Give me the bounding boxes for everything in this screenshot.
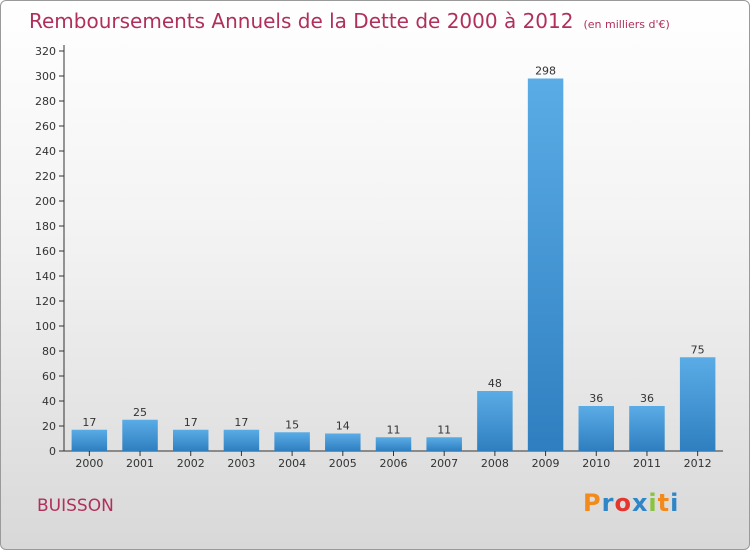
data-label: 11 <box>437 423 451 436</box>
x-tick-label: 2005 <box>329 457 357 470</box>
data-label: 15 <box>285 418 299 431</box>
x-tick-label: 2012 <box>684 457 712 470</box>
y-tick-label: 160 <box>35 245 56 258</box>
logo-letter: r <box>601 489 615 517</box>
data-label: 25 <box>133 406 147 419</box>
data-label: 11 <box>387 423 401 436</box>
x-tick-label: 2006 <box>380 457 408 470</box>
y-tick-label: 300 <box>35 70 56 83</box>
chart-bars <box>71 78 716 451</box>
y-tick-label: 80 <box>42 345 56 358</box>
logo-letter: x <box>631 489 649 517</box>
x-tick-label: 2001 <box>126 457 154 470</box>
y-tick-label: 240 <box>35 145 56 158</box>
bar-2010 <box>578 406 615 451</box>
data-label: 48 <box>488 377 502 390</box>
bar-2009 <box>527 78 564 451</box>
bar-2001 <box>122 419 158 451</box>
bar-2005 <box>325 433 361 451</box>
chart-axes: 0 20 40 60 80 100 120 140 160 180 200 220 240 260 280 3… <box>35 45 723 458</box>
data-label: 36 <box>589 392 603 405</box>
x-tick-label: 2004 <box>278 457 306 470</box>
data-label: 17 <box>234 416 248 429</box>
y-tick-label: 320 <box>35 45 56 58</box>
data-label: 17 <box>82 416 96 429</box>
y-tick-label: 100 <box>35 320 56 333</box>
commune-name: BUISSON <box>37 496 114 516</box>
data-label: 17 <box>184 416 198 429</box>
logo-letter: i <box>670 489 680 517</box>
bar-2004 <box>274 432 310 451</box>
bar-2012 <box>679 357 716 451</box>
logo-letter: i <box>648 489 658 517</box>
x-tick-label: 2011 <box>633 457 661 470</box>
x-tick-label: 2008 <box>481 457 509 470</box>
bar-2007 <box>426 437 462 451</box>
bar-2006 <box>375 437 412 451</box>
y-tick-label: 260 <box>35 120 56 133</box>
data-label: 298 <box>535 65 556 78</box>
x-tick-label: 2000 <box>75 457 103 470</box>
y-tick-label: 40 <box>42 395 56 408</box>
x-tick-label: 2002 <box>177 457 205 470</box>
y-tick-label: 60 <box>42 370 56 383</box>
chart-title: Remboursements Annuels de la Dette de 20… <box>29 9 670 33</box>
x-tick-label: 2010 <box>582 457 610 470</box>
bar-2003 <box>223 429 260 451</box>
chart-title-text: Remboursements Annuels de la Dette de 20… <box>29 9 574 33</box>
x-tick-label: 2009 <box>532 457 560 470</box>
bar-2000 <box>71 429 108 451</box>
logo-letter: o <box>614 489 632 517</box>
bar-2002 <box>172 429 209 451</box>
y-tick-label: 280 <box>35 95 56 108</box>
y-tick-label: 200 <box>35 195 56 208</box>
chart-unit: (en milliers d'€) <box>583 18 670 31</box>
x-tick-label: 2003 <box>227 457 255 470</box>
bar-2011 <box>629 406 665 451</box>
proxiti-logo[interactable]: Proxiti <box>583 489 679 517</box>
logo-letter: P <box>583 489 602 517</box>
bar-2008 <box>477 391 513 451</box>
data-label: 14 <box>336 420 350 433</box>
chart-labels: 2000 17 2001 25 2002 17 2003 17 2004 15 2005 14 2006… <box>75 65 711 471</box>
x-tick-label: 2007 <box>430 457 458 470</box>
y-tick-label: 20 <box>42 420 56 433</box>
logo-letter: t <box>657 489 671 517</box>
y-tick-label: 220 <box>35 170 56 183</box>
data-label: 36 <box>640 392 654 405</box>
y-tick-label: 120 <box>35 295 56 308</box>
y-tick-label: 140 <box>35 270 56 283</box>
y-tick-label: 180 <box>35 220 56 233</box>
y-tick-label: 0 <box>49 445 56 458</box>
data-label: 75 <box>691 343 705 356</box>
